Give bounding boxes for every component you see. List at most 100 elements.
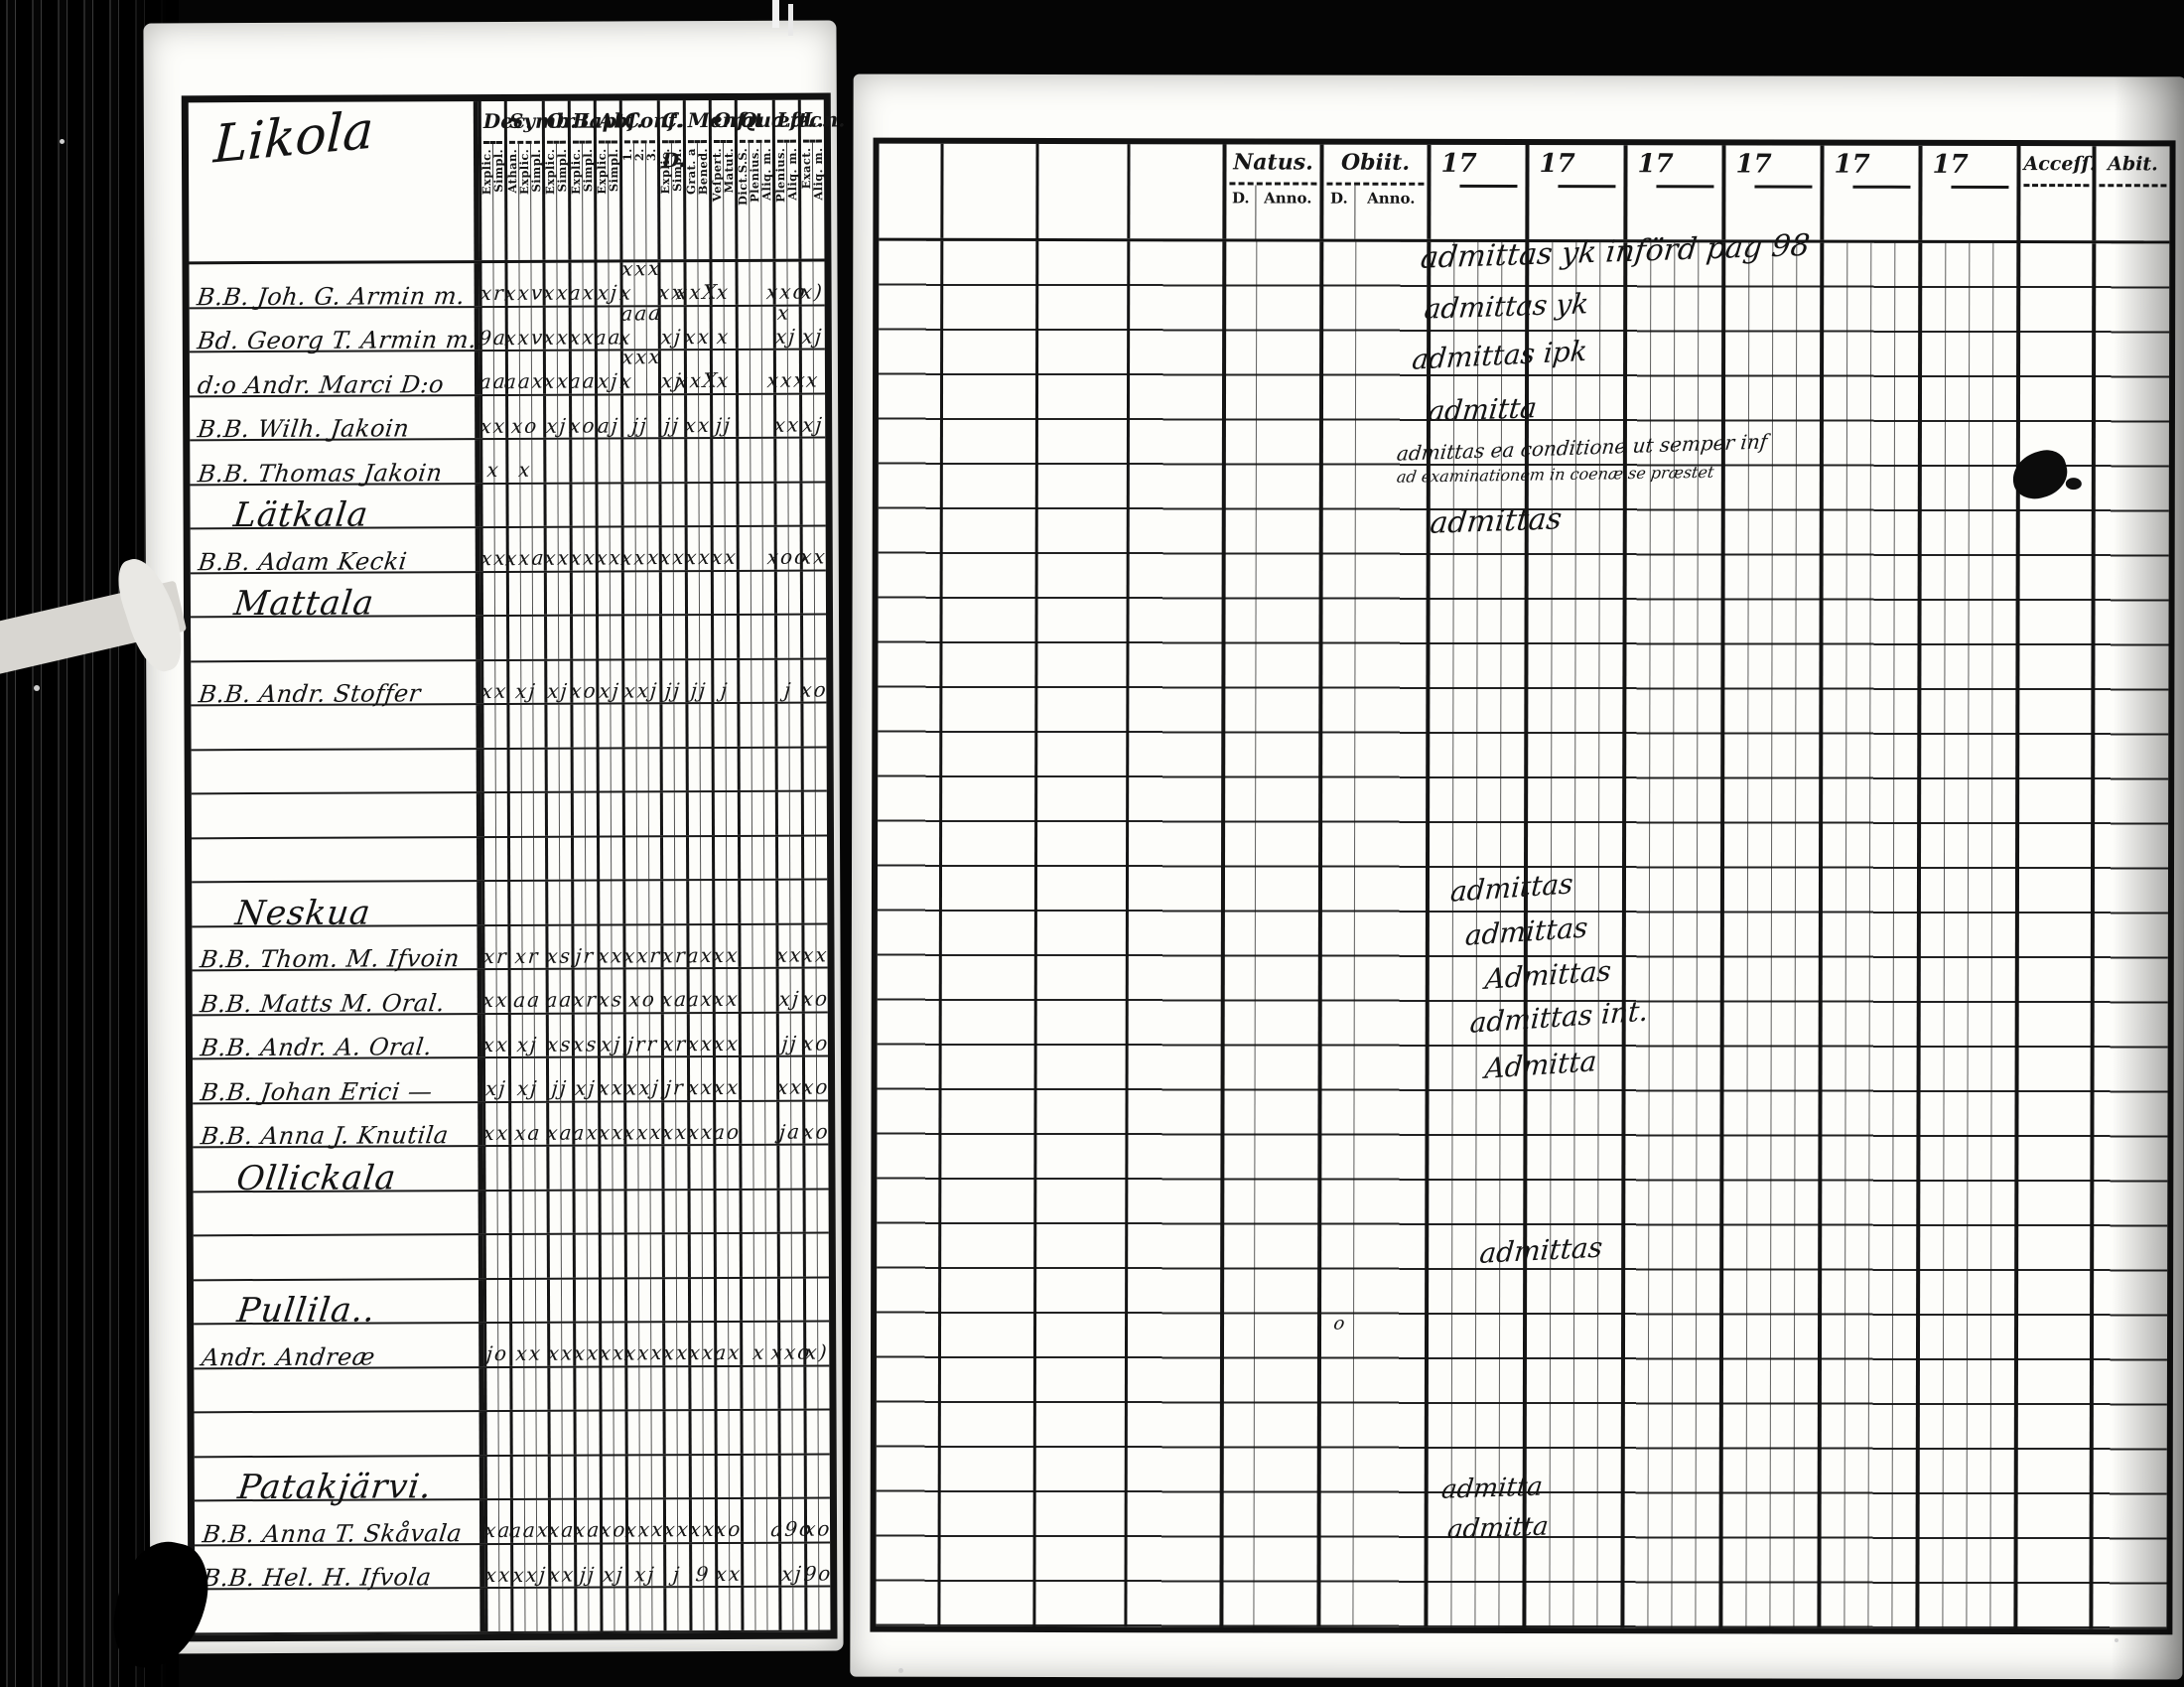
exam-marks: x <box>715 323 732 349</box>
marks-cell <box>710 571 738 615</box>
subcolumn-line <box>816 1145 829 1189</box>
marks-cell: x <box>798 350 826 393</box>
subcolumn-line <box>728 1410 741 1454</box>
subcolumn-line <box>1596 242 1624 1628</box>
marks-cell <box>506 616 544 659</box>
marks-cell <box>740 1410 778 1454</box>
subcolumn-line <box>687 484 698 526</box>
subcolumn-line <box>753 1498 766 1542</box>
subcolumn-line <box>787 571 800 614</box>
subcolumn-line <box>628 1456 639 1498</box>
exam-marks: xx <box>597 942 625 967</box>
marks-cell <box>570 704 597 748</box>
marks-cell <box>684 439 711 482</box>
subcolumn-line <box>550 1235 561 1278</box>
marks-cell <box>569 439 596 483</box>
subcolumn-line <box>523 1411 536 1455</box>
subcolumn-line <box>1498 241 1526 1628</box>
left-table: Dec. Explic. Simpl. Symb. Athan. Explic. Simpl… <box>181 92 845 1641</box>
marks-cell <box>599 1455 626 1498</box>
year-column-header: 17 <box>1525 145 1624 240</box>
subcolumn-line <box>603 1456 614 1498</box>
subcolumn-line <box>726 836 739 879</box>
exam-marks: x <box>716 367 732 392</box>
subcolumn-line <box>646 483 659 526</box>
marks-cell <box>544 881 572 924</box>
subcolumn-line <box>803 571 814 614</box>
subcolumn-line <box>561 1411 574 1455</box>
subcolumn-line <box>807 1588 818 1630</box>
subcolumn-header: Simpl. <box>491 143 505 260</box>
exam-marks: xx <box>684 544 713 569</box>
blank-column <box>937 240 1036 1626</box>
marks-cell <box>684 571 712 615</box>
subcolumn-line <box>609 571 622 615</box>
marks-cell: xs <box>571 1014 599 1056</box>
subcolumn-line <box>691 1367 702 1410</box>
subcolumn-line <box>780 1366 791 1409</box>
subcolumn-line <box>602 1191 613 1233</box>
marks-cell <box>686 881 713 923</box>
subcolumn-line <box>779 1146 790 1189</box>
subcolumn-line <box>636 836 649 880</box>
subcolumn-line <box>574 837 585 880</box>
exam-marks: xa <box>513 1119 543 1145</box>
marks-cell <box>572 1191 599 1233</box>
subcolumn-line <box>725 615 738 658</box>
marks-cell <box>661 1146 688 1189</box>
subcolumn-line <box>765 1410 778 1454</box>
blank-column-header <box>1127 144 1223 239</box>
exam-marks: xxx x <box>618 255 663 305</box>
subcolumn-line <box>760 306 773 349</box>
marks-cell <box>572 1234 599 1278</box>
subcolumn-line <box>494 616 507 659</box>
marks-cell <box>800 836 828 879</box>
subcolumn-line <box>804 748 815 790</box>
exam-marks: jj <box>780 1030 799 1054</box>
exam-marks: ax <box>571 1119 601 1144</box>
marks-cell: xx <box>662 1323 690 1365</box>
exam-marks: xxx <box>623 1339 665 1365</box>
column-subheaders: Veſpert. Matut. <box>710 142 736 259</box>
column-group-header: Orat. Veſpert. Matut. <box>708 99 770 260</box>
subcolumn-line <box>535 1456 548 1498</box>
marks-cell: xj <box>506 660 545 703</box>
marks-cell <box>712 880 739 923</box>
subcolumn-line <box>521 881 534 924</box>
exam-marks: xxX <box>674 279 720 305</box>
marks-cell <box>739 1233 777 1277</box>
subcolumn-line <box>691 1411 702 1454</box>
subcolumn-line <box>510 705 521 748</box>
subcolumn-line <box>814 703 827 747</box>
abit-column <box>2089 243 2170 1629</box>
subcolumn-line <box>689 881 700 923</box>
entry-row: B.B. Hel. H. Ifvola xx xxj xx jj xj xj j 9 xx xj 9o <box>195 1543 833 1592</box>
column-subheaders: Exact. Aliq. m. <box>799 142 825 259</box>
marks-cell <box>483 1456 511 1499</box>
subcolumn-line <box>751 1056 765 1100</box>
exam-marks: xx <box>481 1031 511 1056</box>
marks-cell <box>773 571 800 614</box>
marks-cell <box>711 748 738 791</box>
marks-cell <box>570 749 597 791</box>
subcolumn-line <box>778 881 789 923</box>
subcolumn-line <box>754 1543 767 1586</box>
marks-cell <box>741 1543 779 1586</box>
subcolumn-line <box>739 306 750 349</box>
subcolumn-line <box>497 1279 510 1322</box>
column-label: Symb. <box>508 100 577 144</box>
subcolumn-line <box>688 704 699 747</box>
subcolumn-line <box>649 1146 662 1189</box>
name-cell <box>191 793 481 837</box>
exam-marks: xx <box>683 323 712 349</box>
marks-cell <box>658 616 686 658</box>
subcolumn-line <box>1253 241 1325 1627</box>
marks-cell: xxX <box>674 262 720 305</box>
exam-marks: xo <box>510 412 540 438</box>
name-cell <box>195 1589 485 1632</box>
marks-cell <box>802 1190 829 1232</box>
subcolumn-line <box>587 1456 600 1498</box>
marks-cell <box>738 880 776 923</box>
exam-marks: xj <box>516 1075 540 1100</box>
subcolumn-line <box>574 882 585 924</box>
